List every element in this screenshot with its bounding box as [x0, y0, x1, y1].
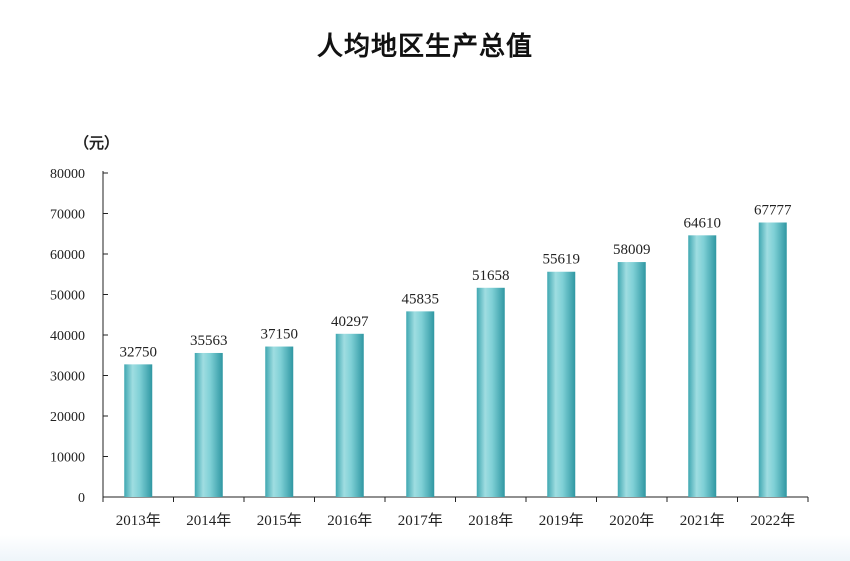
x-tick-label: 2021年 [680, 512, 725, 529]
x-tick-label: 2019年 [539, 512, 584, 529]
bar-2019年 [547, 271, 576, 497]
x-tick-label: 2013年 [116, 512, 161, 529]
y-axis: 0 10000 20000 30000 40000 50000 60000 70000 8000… [50, 167, 108, 506]
y-tick-label: 70000 [50, 208, 85, 223]
x-tick-label: 2020年 [609, 512, 654, 529]
bar-2016年 [335, 333, 364, 497]
x-tick-label: 2022年 [750, 512, 795, 529]
y-axis-unit-label: （元） [74, 134, 120, 152]
data-label: 67777 [754, 203, 792, 219]
data-label: 58009 [613, 242, 651, 258]
y-tick-label: 20000 [50, 410, 85, 425]
chart-title: 人均地区生产总值 [316, 32, 533, 62]
bars: 32750 35563 37150 40297 45835 51658 55619 58009… [120, 203, 792, 497]
data-label: 37150 [261, 327, 299, 343]
bar-2017年 [406, 311, 435, 497]
y-tick-label: 10000 [50, 451, 85, 466]
data-label: 35563 [190, 333, 228, 349]
y-tick-label: 50000 [50, 289, 85, 304]
y-tick-label: 40000 [50, 329, 85, 344]
bar-2018年 [476, 287, 505, 497]
y-tick-label: 80000 [50, 167, 85, 182]
x-tick-label: 2015年 [257, 512, 302, 529]
data-label: 45835 [402, 291, 440, 307]
y-tick-label: 30000 [50, 370, 85, 385]
y-tick-label: 60000 [50, 248, 85, 263]
data-label: 40297 [331, 314, 369, 330]
x-tick-label: 2018年 [468, 512, 513, 529]
bar-2014年 [194, 352, 223, 497]
y-tick-label: 0 [78, 491, 85, 506]
x-axis: 2013年 2014年 2015年 2016年 2017年 2018年 2019年 2020年… [102, 496, 809, 529]
bar-2022年 [758, 222, 787, 497]
bar-2020年 [617, 262, 646, 497]
data-label: 55619 [543, 252, 581, 268]
data-label: 64610 [684, 215, 722, 231]
x-tick-label: 2016年 [327, 512, 372, 529]
data-label: 51658 [472, 268, 510, 284]
data-label: 32750 [120, 344, 158, 360]
x-tick-label: 2014年 [186, 512, 231, 529]
bar-2013年 [124, 364, 153, 497]
decorative-bottom-band [0, 535, 850, 561]
x-tick-label: 2017年 [398, 512, 443, 529]
bar-2021年 [688, 235, 717, 497]
bar-2015年 [265, 346, 294, 497]
